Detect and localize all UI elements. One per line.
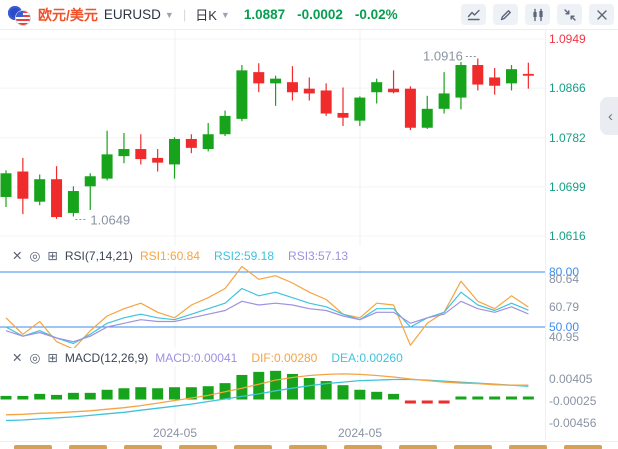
macd-svg: [0, 366, 534, 425]
price-change: -0.0002: [297, 7, 343, 22]
indicator-line-icon[interactable]: [461, 4, 486, 25]
symbol-selector[interactable]: EURUSD ▼: [104, 7, 174, 22]
chevron-down-icon: ▼: [164, 9, 174, 20]
macd-axis-label: -0.00456: [549, 415, 597, 430]
rsi-axis-label: 60.79: [549, 300, 580, 315]
candlestick-chart[interactable]: 1.0649 1.0916: [0, 30, 545, 246]
macd-legend: MACD:0.00041 DIF:0.00280 DEA:0.00260: [155, 351, 402, 365]
scrollbar-dash: [344, 445, 382, 449]
rsi-svg: [0, 265, 545, 350]
rsi-chart[interactable]: [0, 265, 545, 350]
rsi-axis-label: 80.00: [549, 265, 580, 279]
scrollbar-dash: [454, 445, 492, 449]
price-axis-label: 1.0782: [549, 130, 586, 145]
scrollbar-dash: [14, 445, 52, 449]
macd-legend-value: DEA:0.00260: [331, 351, 403, 365]
symbol-label: EURUSD: [103, 7, 161, 22]
chart-toolbar: [461, 4, 614, 25]
rsi-title: RSI(7,14,21): [64, 249, 133, 263]
time-scrollbar[interactable]: [0, 441, 618, 449]
rsi-legend-value: RSI1:60.84: [139, 249, 200, 263]
axis-separator: [545, 30, 546, 440]
price-axis-label: 1.0616: [549, 229, 586, 243]
macd-header: ✕ ◎ ⊞ MACD(12,26,9) MACD:0.00041 DIF:0.00…: [0, 348, 545, 368]
macd-settings-icon[interactable]: ◎: [29, 350, 41, 365]
rsi-header: ✕ ◎ ⊞ RSI(7,14,21) RSI1:60.84 RSI2:59.18 R…: [0, 246, 545, 266]
collapse-chart-icon[interactable]: [557, 4, 582, 25]
eu-us-flag-icon: [8, 5, 32, 26]
rsi-axis-label: 40.95: [549, 330, 580, 345]
macd-axis-label: 0.00405: [549, 371, 593, 386]
macd-legend-value: DIF:0.00280: [251, 351, 318, 365]
macd-legend-value: MACD:0.00041: [155, 351, 238, 365]
rsi-settings-icon[interactable]: ◎: [29, 248, 41, 263]
macd-chart[interactable]: [0, 366, 545, 425]
time-axis: 2024-05 2024-05: [0, 424, 618, 441]
candlestick-svg: 1.0649 1.0916: [0, 30, 545, 246]
candle-compare-icon[interactable]: [525, 4, 550, 25]
price-axis-label: 1.0866: [549, 81, 586, 95]
rsi-expand-icon[interactable]: ⊞: [47, 248, 58, 263]
last-price: 1.0887: [243, 7, 286, 22]
scrollbar-dash: [399, 445, 437, 449]
macd-expand-icon[interactable]: ⊞: [47, 350, 58, 365]
price-axis-label: 1.0699: [549, 180, 586, 194]
period-label: 日K: [195, 8, 217, 23]
scrollbar-dash: [509, 445, 547, 449]
chart-annotation: 1.0916: [423, 49, 463, 64]
price-axis-label: 1.0949: [549, 32, 586, 46]
scrollbar-dash: [179, 445, 217, 449]
close-icon[interactable]: [589, 4, 614, 25]
rsi-legend-value: RSI3:57.13: [288, 249, 349, 263]
rsi-axis-label: 50.00: [549, 319, 580, 334]
rsi-axis-label: 80.64: [549, 272, 580, 287]
macd-axis-label: -0.00025: [549, 393, 597, 408]
panel-collapse-chevron[interactable]: ‹: [600, 97, 618, 135]
period-selector[interactable]: 日K ▼: [195, 5, 230, 24]
rsi-close-icon[interactable]: ✕: [12, 248, 23, 263]
chevron-down-icon: ▼: [220, 9, 230, 20]
price-change-percent: -0.02%: [354, 7, 398, 22]
scrollbar-dash: [564, 445, 602, 449]
draw-pencil-icon[interactable]: [493, 4, 518, 25]
rsi-legend: RSI1:60.84 RSI2:59.18 RSI3:57.13: [140, 249, 348, 263]
quote-strip: 1.0887 -0.0002 -0.02%: [244, 7, 398, 22]
macd-close-icon[interactable]: ✕: [12, 350, 23, 365]
pair-name: 欧元/美元: [38, 6, 98, 23]
macd-title: MACD(12,26,9): [64, 351, 149, 365]
scrollbar-dash: [124, 445, 162, 449]
scrollbar-dash: [234, 445, 272, 449]
rsi-legend-value: RSI2:59.18: [213, 249, 275, 263]
scrollbar-dash: [289, 445, 327, 449]
chart-header: 欧元/美元 EURUSD ▼ | 日K ▼ 1.0887 -0.0002 -0.…: [0, 0, 618, 30]
header-divider: |: [182, 7, 187, 22]
chart-annotation: 1.0649: [90, 212, 130, 227]
time-axis-label: 2024-05: [337, 426, 383, 440]
time-axis-label: 2024-05: [152, 426, 198, 440]
scrollbar-dash: [69, 445, 107, 449]
